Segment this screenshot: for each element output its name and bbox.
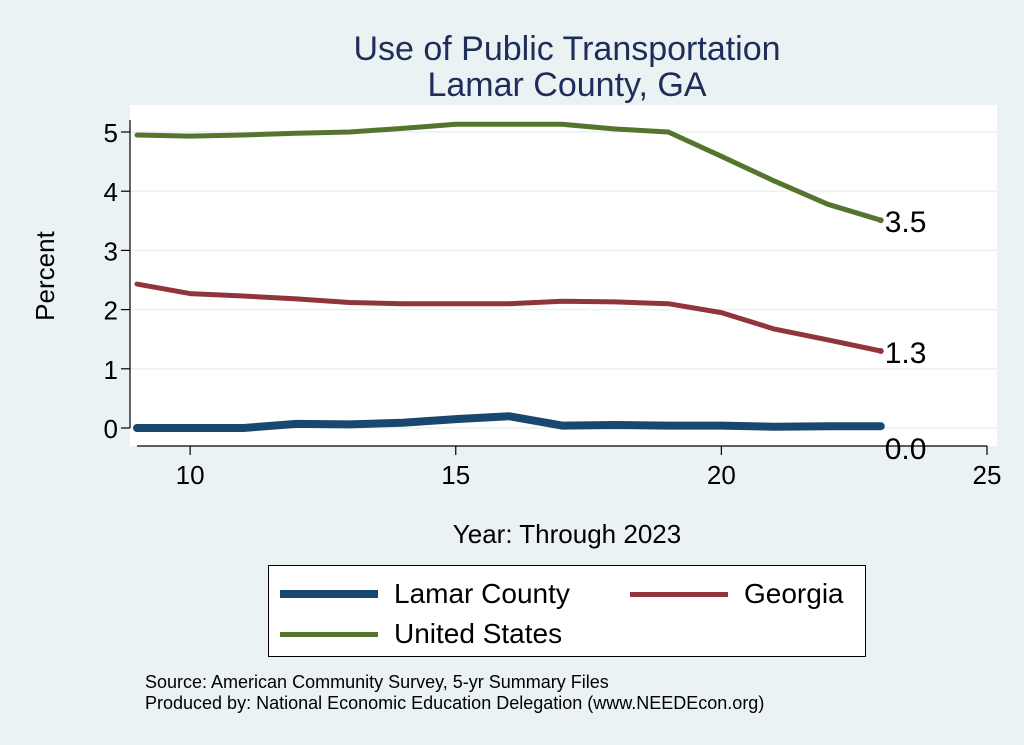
producer-note: Produced by: National Economic Education…	[145, 693, 765, 713]
y-tick-label-3: 3	[104, 236, 118, 266]
y-tick-label-1: 1	[104, 355, 118, 385]
series-end-label-georgia: 1.3	[885, 337, 927, 370]
series-end-label-united-states: 3.5	[885, 206, 927, 239]
chart-legend: Lamar County Georgia United States	[268, 565, 866, 657]
x-tick-label-25: 25	[973, 460, 1002, 490]
y-tick-label-0: 0	[104, 414, 118, 444]
series-line-lamar-county	[133, 412, 885, 432]
legend-item-georgia: Georgia	[630, 578, 844, 610]
y-tick-label-5: 5	[104, 118, 118, 148]
series-line-georgia	[134, 281, 884, 354]
source-note: Source: American Community Survey, 5-yr …	[145, 672, 609, 692]
x-tick-label-20: 20	[707, 460, 736, 490]
legend-label-georgia: Georgia	[744, 578, 844, 609]
legend-swatch-united-states	[280, 631, 378, 637]
series-end-label-lamar-county: 0.0	[885, 433, 927, 466]
legend-label-united-states: United States	[394, 618, 563, 649]
line-chart: Use of Public Transportation Lamar Count…	[30, 30, 1002, 549]
legend-swatch-lamar-county	[280, 590, 378, 598]
series-line-united-states	[134, 121, 884, 223]
legend-item-united-states: United States	[280, 618, 562, 650]
chart-subtitle: Lamar County, GA	[427, 66, 706, 104]
x-tick-label-15: 15	[441, 460, 470, 490]
x-tick-label-10: 10	[176, 460, 205, 490]
legend-label-lamar-county: Lamar County	[394, 578, 570, 609]
series-end-point-lamar-county	[877, 423, 884, 430]
series-end-point-georgia	[877, 348, 884, 355]
legend-swatch-georgia	[630, 591, 728, 597]
y-tick-label-4: 4	[104, 177, 118, 207]
y-axis-title: Percent	[30, 230, 60, 320]
series-end-point-united-states	[877, 217, 884, 224]
legend-item-lamar-county: Lamar County	[280, 578, 570, 610]
y-tick-label-2: 2	[104, 296, 118, 326]
plot-area	[130, 105, 997, 446]
x-axis-title: Year: Through 2023	[453, 519, 681, 549]
chart-title: Use of Public Transportation	[353, 30, 780, 68]
